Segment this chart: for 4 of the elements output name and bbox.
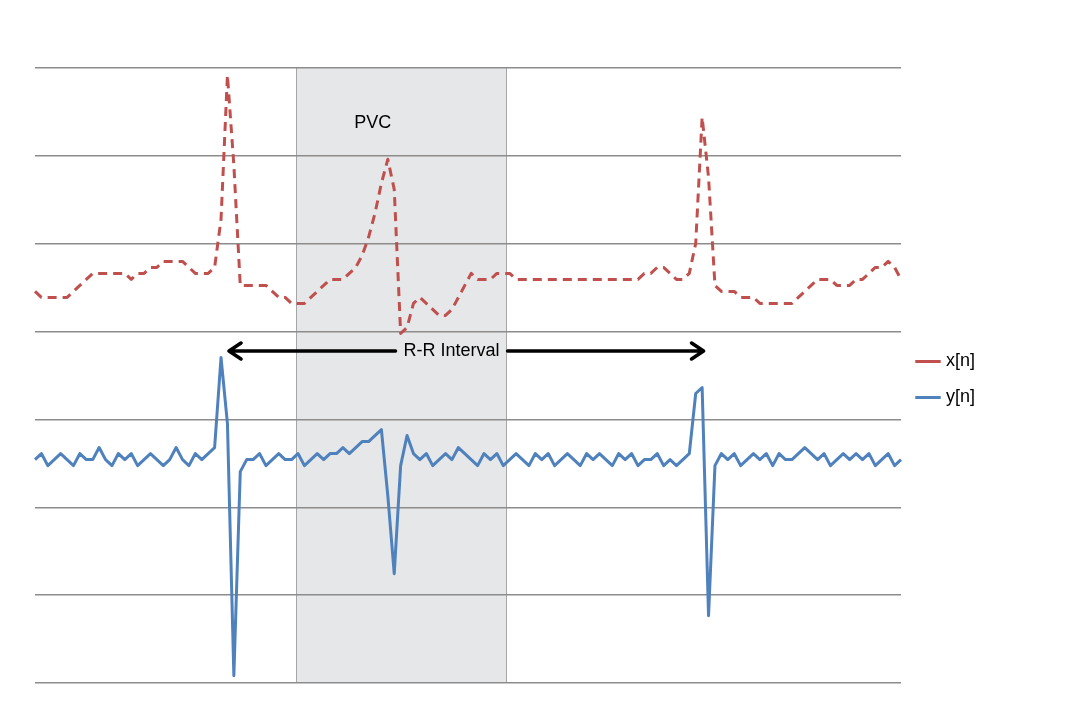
annotation: PVC — [354, 112, 392, 133]
legend-label: y[n] — [945, 386, 975, 407]
legend-label: x[n] — [945, 350, 975, 371]
annotation: R-R Interval — [403, 339, 500, 360]
